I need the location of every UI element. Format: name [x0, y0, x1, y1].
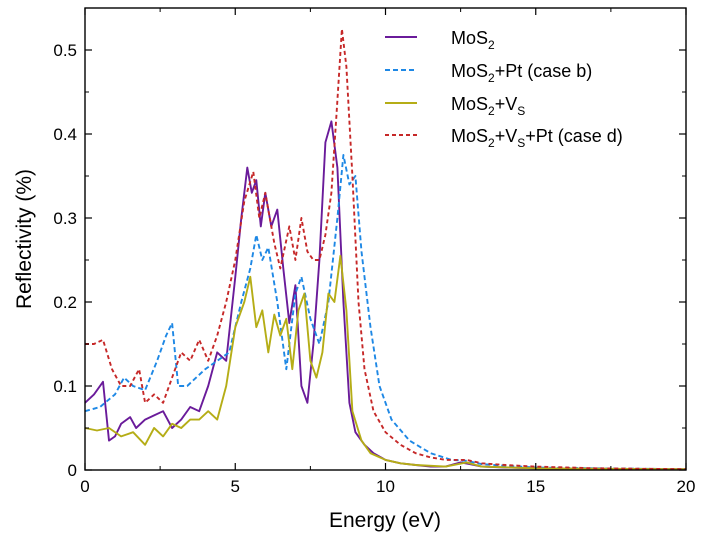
x-tick-label: 5 — [231, 477, 240, 496]
x-tick-label: 10 — [376, 477, 395, 496]
legend: MoS2 MoS2+Pt (case b) MoS2+VS MoS2+VS+Pt (c… — [385, 28, 623, 150]
y-tick-label: 0.2 — [53, 293, 77, 312]
x-tick-label: 15 — [526, 477, 545, 496]
series-line-1 — [84, 154, 687, 471]
plot-lines — [84, 28, 687, 471]
x-axis-title: Energy (eV) — [329, 509, 441, 532]
legend-label-2: MoS2+VS — [451, 94, 525, 118]
y-tick-label: 0.5 — [53, 41, 77, 60]
series-line-2 — [84, 254, 687, 471]
y-tick-label: 0.3 — [53, 209, 77, 228]
x-tick-label: 0 — [80, 477, 89, 496]
y-tick-label: 0.4 — [53, 125, 77, 144]
y-axis-title: Reflectivity (%) — [13, 169, 36, 309]
legend-label-3: MoS2+VS+Pt (case d) — [451, 126, 623, 150]
y-tick-label: 0.1 — [53, 377, 77, 396]
axis-ticks: 0 5 10 15 20 0 0.1 0.2 0.3 0.4 0.5 — [53, 7, 696, 496]
series-line-0 — [84, 120, 686, 471]
x-tick-label: 20 — [677, 477, 696, 496]
legend-label-0: MoS2 — [451, 28, 495, 52]
legend-label-1: MoS2+Pt (case b) — [451, 61, 592, 85]
y-tick-label: 0 — [68, 461, 77, 480]
plot-frame — [84, 7, 687, 471]
series-line-3 — [85, 28, 687, 471]
